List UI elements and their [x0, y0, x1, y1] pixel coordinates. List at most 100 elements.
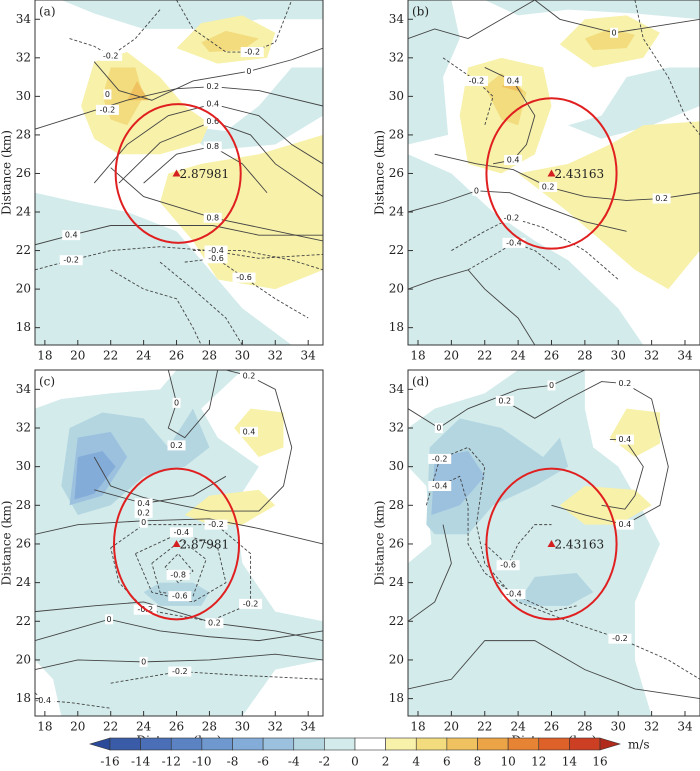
contour-line — [408, 190, 627, 232]
colorbar-tick-label: 8 — [474, 755, 482, 769]
contour-label-bg — [502, 237, 526, 248]
shaded-region — [408, 466, 432, 564]
contour-label-bg — [169, 527, 193, 538]
x-tick-label: 32 — [268, 720, 283, 734]
x-tick-label: 30 — [611, 720, 626, 734]
shaded-region — [35, 192, 292, 345]
contour-label: 0.8 — [206, 142, 219, 151]
contour-line — [176, 0, 293, 53]
colorbar-extend-high — [599, 737, 622, 751]
contour-label-bg — [134, 498, 153, 509]
contour-label: -0.6 — [208, 254, 224, 263]
panel-label: (c) — [39, 375, 55, 389]
contour-line — [167, 370, 219, 439]
contour-label-bg — [244, 66, 253, 77]
y-tick-label: 22 — [389, 243, 404, 257]
contour-label-bg — [203, 212, 222, 223]
panel-frame — [34, 369, 324, 717]
contour-line — [93, 47, 323, 101]
contour-label-bg — [105, 614, 114, 625]
colorbar-swatch — [293, 737, 325, 751]
contour-label: -0.4 — [432, 481, 448, 490]
colorbar-tick-label: 10 — [500, 755, 515, 769]
colorbar-swatch — [140, 737, 172, 751]
contour-label: -0.2 — [100, 105, 116, 114]
x-tick-label: 26 — [169, 349, 184, 363]
colorbar-swatch — [507, 737, 540, 751]
contour-label-bg — [62, 230, 81, 241]
contour-line — [425, 446, 700, 680]
colorbar-tick-label: 6 — [443, 755, 451, 769]
highlight-ellipse — [485, 97, 618, 250]
contour-label: -0.2 — [208, 520, 224, 529]
y-tick-label: 18 — [389, 691, 404, 705]
y-tick-label: 20 — [16, 652, 31, 666]
contour-label: -0.6 — [500, 561, 516, 570]
x-tick-label: 22 — [477, 720, 492, 734]
y-tick-label: 20 — [389, 652, 404, 666]
x-tick-label: 18 — [37, 349, 52, 363]
contour-label: 0.6 — [206, 117, 219, 126]
x-tick-label: 22 — [103, 349, 118, 363]
contour-line — [35, 618, 323, 642]
contour-line — [69, 9, 161, 57]
contour-label: 0.2 — [206, 82, 219, 91]
x-tick-label: 20 — [70, 349, 85, 363]
contour-label-bg — [103, 89, 112, 100]
x-tick-label: 28 — [202, 349, 217, 363]
colorbar-swatch — [538, 737, 570, 751]
colorbar-swatch — [262, 737, 295, 751]
y-tick-label: 34 — [389, 12, 405, 26]
contour-label-bg — [134, 508, 153, 519]
contour-label-bg — [239, 370, 258, 381]
contour-label: 0.2 — [137, 509, 150, 518]
x-tick-label: 34 — [301, 720, 317, 734]
x-tick-label: 28 — [577, 349, 592, 363]
y-axis-label: Distance (km) — [0, 501, 14, 586]
y-tick-label: 26 — [16, 166, 31, 180]
colorbar-tick-label: -2 — [319, 755, 331, 769]
y-tick-label: 18 — [16, 691, 31, 705]
contour-label: 0 — [105, 90, 110, 99]
contour-label-bg — [99, 50, 123, 61]
x-tick-label: 26 — [169, 720, 184, 734]
x-tick-label: 18 — [410, 720, 425, 734]
x-tick-label: 24 — [136, 349, 152, 363]
contour-label: -0.4 — [174, 528, 190, 537]
colorbar-tick-label: -14 — [131, 755, 151, 769]
x-tick-label: 34 — [677, 349, 693, 363]
panel: 0.2 0.2 0 0.4 0 -0.2 -0.4 0.4 -0.6 -0.4 -0.2 2.4316… — [408, 370, 700, 716]
contour-label-bg — [203, 116, 222, 127]
colorbar-tick-label: 4 — [412, 755, 420, 769]
y-tick-label: 22 — [16, 614, 31, 628]
panel: -0.2 -0.20-0.20.20.40.60.80.4-0.20.8-0.4-… — [35, 0, 323, 345]
colorbar-tick-label: -10 — [192, 755, 211, 769]
x-tick-label: 30 — [235, 720, 250, 734]
y-tick-label: 28 — [16, 127, 31, 141]
contour-label: 0 — [246, 67, 251, 76]
x-tick-label: 34 — [301, 349, 317, 363]
shaded-region — [584, 28, 635, 51]
x-tick-label: 32 — [644, 720, 659, 734]
contour-label-bg — [239, 598, 263, 609]
contour-label: 0.4 — [619, 435, 632, 444]
marker-label: 2.43163 — [554, 167, 604, 181]
contour-label: -0.2 — [103, 51, 119, 60]
contour-label-bg — [428, 480, 452, 491]
contour-label: -0.2 — [63, 256, 79, 265]
shaded-region — [518, 121, 700, 290]
panel-label: (d) — [412, 375, 429, 389]
contour-label-bg — [204, 253, 228, 264]
y-tick-label: 26 — [389, 166, 404, 180]
panel: 0-0.2 0.40.40.20-0.2-0.40.22.43163 — [408, 0, 700, 345]
shaded-region — [234, 408, 284, 457]
panel-frame — [34, 0, 324, 346]
contour-label-bg — [167, 440, 186, 451]
highlight-ellipse — [112, 467, 241, 621]
y-tick-label: 22 — [389, 614, 404, 628]
contour-label-bg — [204, 245, 228, 256]
contour-line — [439, 475, 577, 613]
y-axis-label: Distance (km) — [0, 130, 14, 215]
contour-line — [484, 524, 552, 566]
contour-line — [408, 524, 452, 622]
